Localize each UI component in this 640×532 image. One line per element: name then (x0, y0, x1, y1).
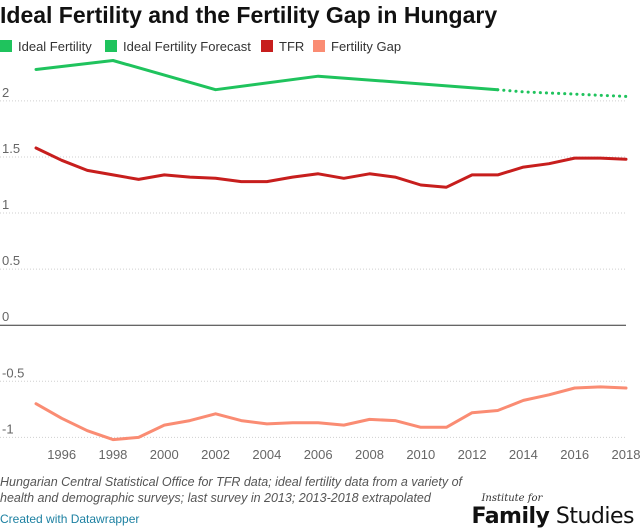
x-tick-label-2008: 2008 (355, 447, 384, 460)
y-tick-label-1.5: 1.5 (2, 141, 20, 156)
legend-label-ideal-fertility-forecast: Ideal Fertility Forecast (123, 39, 251, 54)
series-line-fertility-gap (34, 385, 628, 442)
legend-item-tfr[interactable]: TFR (261, 39, 304, 55)
source-note: Hungarian Central Statistical Office for… (0, 475, 462, 505)
legend-label-ideal-fertility: Ideal Fertility (18, 39, 92, 54)
y-tick-label-0: 0 (2, 309, 9, 324)
legend-swatch-ideal-fertility (0, 40, 12, 52)
series-line-tfr (34, 146, 628, 189)
datawrapper-credit-link[interactable]: Created with Datawrapper (0, 512, 140, 526)
x-tick-label-1996: 1996 (47, 447, 76, 460)
x-tick-label-2004: 2004 (252, 447, 281, 460)
y-tick-label-0.5: 0.5 (2, 253, 20, 268)
legend-swatch-ideal-fertility-forecast (105, 40, 117, 52)
legend-swatch-fertility-gap (313, 40, 325, 52)
series-line-ideal-fertility-forecast (496, 88, 628, 98)
x-tick-label-2018: 2018 (612, 447, 640, 460)
y-tick-label-2: 2 (2, 85, 9, 100)
y-tick-label--0.5: -0.5 (2, 365, 24, 380)
legend-label-tfr: TFR (279, 39, 305, 54)
x-tick-label-2006: 2006 (304, 447, 333, 460)
logo-main-bold: Family (471, 504, 550, 529)
legend-swatch-tfr (261, 40, 273, 52)
x-tick-label-2002: 2002 (201, 447, 230, 460)
line-chart: -1 -0.5 0 0.5 1 1.5 2 1996 1998 2000 2002 2004 2006 2… (0, 59, 640, 460)
x-tick-label-1998: 1998 (98, 447, 127, 460)
y-tick-label--1: -1 (2, 421, 14, 436)
x-tick-label-2016: 2016 (560, 447, 589, 460)
family-studies-logo: Institute for Family Studies (471, 494, 634, 530)
logo-small-text: Institute for (481, 493, 543, 504)
logo-main-regular: Studies (555, 504, 635, 529)
y-tick-label-1: 1 (2, 197, 9, 212)
series-line-ideal-fertility (34, 59, 500, 92)
chart-title: Ideal Fertility and the Fertility Gap in… (0, 2, 498, 28)
logo-main-text: Family Studies (471, 504, 634, 530)
legend-label-fertility-gap: Fertility Gap (331, 39, 402, 54)
legend-item-ideal-fertility[interactable]: Ideal Fertility (0, 39, 92, 55)
x-tick-label-2000: 2000 (150, 447, 179, 460)
x-tick-label-2012: 2012 (458, 447, 487, 460)
x-tick-label-2014: 2014 (509, 447, 538, 460)
x-tick-label-2010: 2010 (406, 447, 435, 460)
legend-item-fertility-gap[interactable]: Fertility Gap (313, 39, 401, 55)
legend-item-ideal-fertility-forecast[interactable]: Ideal Fertility Forecast (105, 39, 251, 55)
